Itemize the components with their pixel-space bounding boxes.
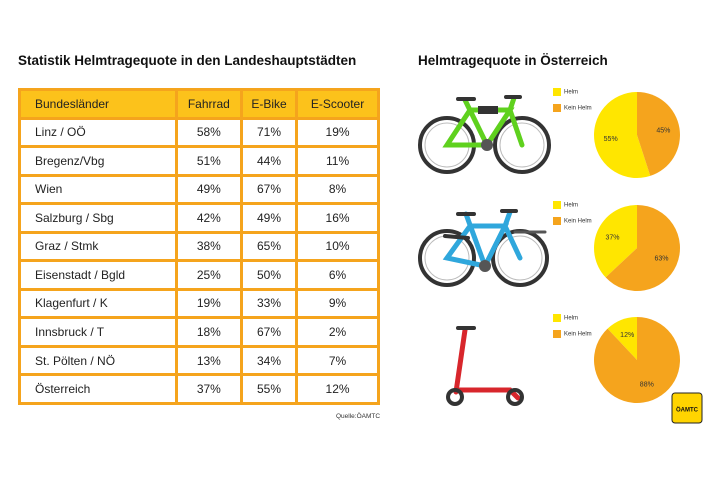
- legend-label: Helm: [564, 316, 578, 322]
- table-cell: 12%: [298, 376, 377, 402]
- table-cell: 50%: [242, 262, 296, 288]
- table-cell: 19%: [298, 119, 377, 146]
- table-cell: 42%: [177, 205, 240, 231]
- table-cell: Innsbruck / T: [21, 319, 175, 345]
- table-cell: 55%: [242, 376, 296, 402]
- table-cell: 2%: [298, 319, 377, 345]
- table-cell: 65%: [242, 233, 296, 260]
- legend-swatch: [553, 330, 561, 338]
- header-cell: Fahrrad: [177, 91, 240, 117]
- table-cell: 58%: [177, 119, 240, 146]
- table-cell: Österreich: [21, 376, 175, 402]
- table-cell: 49%: [242, 205, 296, 231]
- legend-swatch: [553, 217, 561, 225]
- data-label: 55%: [604, 136, 618, 143]
- table-cell: 67%: [242, 176, 296, 203]
- table-cell: Wien: [21, 176, 175, 203]
- table-cell: Klagenfurt / K: [21, 290, 175, 317]
- table-row: Bundesländer Fahrrad E-Bike E-Scooter: [21, 91, 377, 117]
- table-title: Statistik Helmtragequote in den Landesha…: [18, 53, 357, 68]
- table-cell: 71%: [242, 119, 296, 146]
- source: Quelle:ÖAMTC: [336, 413, 381, 420]
- scooter-icon: [446, 326, 524, 406]
- legend-swatch: [553, 314, 561, 322]
- table-row: Eisenstadt / Bgld 25% 50% 6%: [21, 262, 377, 288]
- pie-slice: [594, 317, 680, 403]
- data-label: 37%: [606, 234, 620, 241]
- legend-swatch: [553, 201, 561, 209]
- table-row: Klagenfurt / K 19% 33% 9%: [21, 290, 377, 317]
- header-cell: E-Scooter: [298, 91, 377, 117]
- table-row: St. Pölten / NÖ 13% 34% 7%: [21, 347, 377, 374]
- table-cell: 34%: [242, 347, 296, 374]
- pie-slice: [594, 92, 651, 178]
- legend-label: Helm: [564, 90, 578, 96]
- table-row: Wien 49% 67% 8%: [21, 176, 377, 203]
- data-label: 88%: [640, 382, 654, 389]
- logo: [671, 392, 703, 424]
- table-cell: 33%: [242, 290, 296, 317]
- table-cell: Eisenstadt / Bgld: [21, 262, 175, 288]
- table-cell: 8%: [298, 176, 377, 203]
- data-label: 45%: [656, 128, 670, 135]
- table-row: Bregenz/Vbg 51% 44% 11%: [21, 148, 377, 174]
- table-cell: 67%: [242, 319, 296, 345]
- table-cell: 6%: [298, 262, 377, 288]
- table-cell: 13%: [177, 347, 240, 374]
- table-cell: 38%: [177, 233, 240, 260]
- table-cell: 37%: [177, 376, 240, 402]
- data-label: 63%: [654, 255, 668, 262]
- table-row: Linz / OÖ 58% 71% 19%: [21, 119, 377, 146]
- legend-label: Kein Helm: [564, 332, 592, 338]
- table-cell: St. Pölten / NÖ: [21, 347, 175, 374]
- table-cell: 19%: [177, 290, 240, 317]
- table-cell: Bregenz/Vbg: [21, 148, 175, 174]
- legend-label: Kein Helm: [564, 106, 592, 112]
- table-cell: 51%: [177, 148, 240, 174]
- table: Bundesländer Fahrrad E-Bike E-Scooter Linz /…: [18, 88, 380, 405]
- pie-slice: [637, 92, 680, 176]
- table-cell: 9%: [298, 290, 377, 317]
- legend-label: Helm: [564, 203, 578, 209]
- table-cell: 25%: [177, 262, 240, 288]
- bike-icon: [418, 95, 551, 174]
- data-label: 12%: [620, 332, 634, 339]
- legend-label: Kein Helm: [564, 219, 592, 225]
- table-row: Salzburg / Sbg 42% 49% 16%: [21, 205, 377, 231]
- table-cell: 11%: [298, 148, 377, 174]
- header-cell: E-Bike: [242, 91, 296, 117]
- pie-slice: [607, 317, 637, 360]
- table-row: Graz / Stmk 38% 65% 10%: [21, 233, 377, 260]
- table-row: Österreich 37% 55% 12%: [21, 376, 377, 402]
- legend-swatch: [553, 88, 561, 96]
- table-cell: 49%: [177, 176, 240, 203]
- table-cell: 18%: [177, 319, 240, 345]
- pie-slice: [605, 205, 680, 291]
- table-cell: 44%: [242, 148, 296, 174]
- table-cell: Linz / OÖ: [21, 119, 175, 146]
- table-cell: Salzburg / Sbg: [21, 205, 175, 231]
- table-cell: 7%: [298, 347, 377, 374]
- table-row: Innsbruck / T 18% 67% 2%: [21, 319, 377, 345]
- charts-title: Helmtragequote in Österreich: [418, 53, 608, 68]
- header-cell: Bundesländer: [21, 91, 175, 117]
- legend-swatch: [553, 104, 561, 112]
- bike-icon: [418, 209, 549, 287]
- table-cell: 16%: [298, 205, 377, 231]
- table-cell: 10%: [298, 233, 377, 260]
- table-cell: Graz / Stmk: [21, 233, 175, 260]
- pie-slice: [594, 205, 637, 278]
- logo-text: ÖAMTC: [676, 407, 699, 414]
